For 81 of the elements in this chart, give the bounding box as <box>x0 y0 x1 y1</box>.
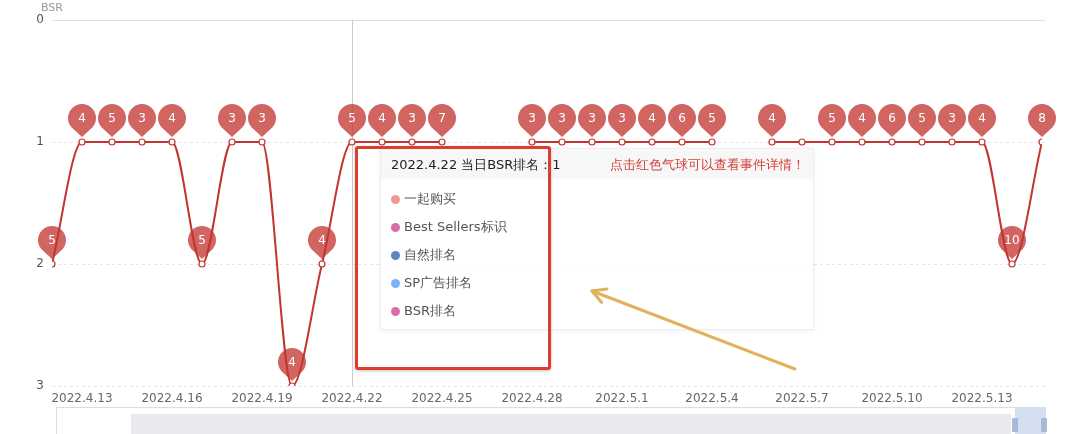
annotation: 3 <box>137 110 147 127</box>
annotation: 6 <box>887 110 897 127</box>
annotation: SP广告排名 <box>404 274 473 292</box>
point <box>108 138 116 146</box>
point <box>618 138 626 146</box>
annotation: 5 <box>47 232 57 249</box>
point <box>918 138 926 146</box>
x-tick-label: 2022.4.22 <box>321 391 383 406</box>
y-tick-label: 3 <box>36 378 44 393</box>
x-tick-label: 2022.4.13 <box>51 391 113 406</box>
x-tick-label: 2022.5.4 <box>685 391 739 406</box>
annotation: 5 <box>917 110 927 127</box>
annotation: 点击红色气球可以查看事件详情！ <box>610 156 805 174</box>
point <box>678 138 686 146</box>
point <box>258 138 266 146</box>
x-tick-label: 2022.4.16 <box>141 391 203 406</box>
point <box>948 138 956 146</box>
annotation: 5 <box>347 110 357 127</box>
point <box>858 138 866 146</box>
point <box>168 138 176 146</box>
x-tick-label: 2022.4.25 <box>411 391 473 406</box>
annotation: 6 <box>677 110 687 127</box>
annotation: 3 <box>407 110 417 127</box>
point <box>888 138 896 146</box>
point <box>138 138 146 146</box>
x-tick-label: 2022.5.13 <box>951 391 1013 406</box>
x-tick-label: 2022.5.7 <box>775 391 829 406</box>
annotation: 4 <box>317 232 327 249</box>
annotation: 4 <box>167 110 177 127</box>
annotation: 8 <box>1037 110 1047 127</box>
point <box>378 138 386 146</box>
y-tick-label: 0 <box>36 12 44 27</box>
point <box>648 138 656 146</box>
annotation: 3 <box>527 110 537 127</box>
annotation: 3 <box>617 110 627 127</box>
annotation: 3 <box>557 110 567 127</box>
annotation: 4 <box>77 110 87 127</box>
annotation: 5 <box>107 110 117 127</box>
annotation: 4 <box>857 110 867 127</box>
x-tick-label: 2022.5.1 <box>595 391 649 406</box>
point <box>348 138 356 146</box>
annotation: 4 <box>767 110 777 127</box>
annotation: 5 <box>197 232 207 249</box>
annotation: 4 <box>647 110 657 127</box>
y-tick-label: 1 <box>36 134 44 149</box>
point <box>588 138 596 146</box>
point <box>78 138 86 146</box>
point <box>1008 260 1016 268</box>
point <box>558 138 566 146</box>
point <box>318 260 326 268</box>
annotation: 3 <box>257 110 267 127</box>
annotation: 5 <box>827 110 837 127</box>
point <box>828 138 836 146</box>
annotation: Best Sellers标识 <box>404 218 507 236</box>
point <box>798 138 806 146</box>
point <box>228 138 236 146</box>
point <box>768 138 776 146</box>
y-tick-label: 2 <box>36 256 44 271</box>
annotation: 2022.4.22 当日BSR排名：1 <box>391 156 561 174</box>
x-tick-label: 2022.4.28 <box>501 391 563 406</box>
point <box>198 260 206 268</box>
annotation: 10 <box>1003 232 1021 249</box>
annotation: 4 <box>977 110 987 127</box>
y-axis-title: BSR <box>41 0 64 14</box>
annotation: BSR排名 <box>404 302 456 320</box>
point <box>528 138 536 146</box>
annotation: 7 <box>437 110 447 127</box>
annotation: 3 <box>947 110 957 127</box>
annotation: 自然排名 <box>404 246 456 264</box>
annotation: 3 <box>587 110 597 127</box>
annotation: 3 <box>227 110 237 127</box>
point <box>408 138 416 146</box>
point <box>438 138 446 146</box>
annotation: 4 <box>377 110 387 127</box>
point <box>978 138 986 146</box>
x-tick-label: 2022.5.10 <box>861 391 923 406</box>
x-tick-label: 2022.4.19 <box>231 391 293 406</box>
annotation: 4 <box>287 354 297 371</box>
point <box>708 138 716 146</box>
annotation: 一起购买 <box>404 190 456 208</box>
annotation: 5 <box>707 110 717 127</box>
